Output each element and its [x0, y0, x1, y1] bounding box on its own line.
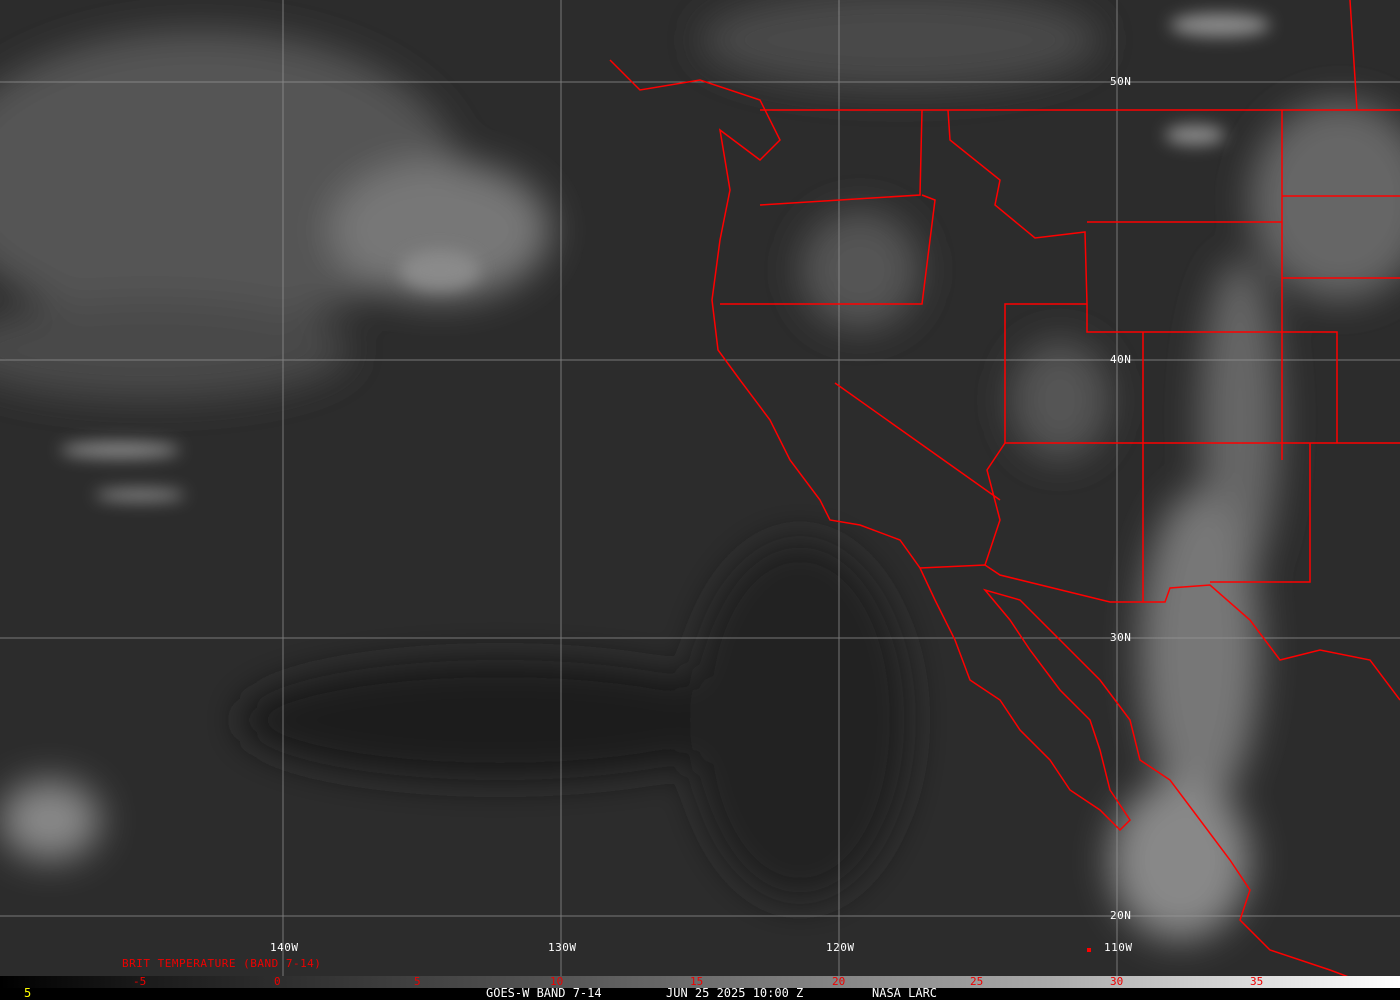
footer-bar: [0, 988, 1400, 1000]
colorbar-tick: 0: [274, 975, 281, 988]
lon-label: 130W: [548, 941, 577, 954]
corner-label: 5: [24, 986, 32, 1000]
colorbar-tick: 15: [690, 975, 704, 988]
colorbar-tick: 25: [970, 975, 984, 988]
boundaries: [609, 0, 1400, 976]
colorbar: [0, 976, 1400, 988]
graticule: [0, 0, 1400, 976]
lat-label: 20N: [1110, 909, 1132, 922]
colorbar-tick: -5: [133, 975, 147, 988]
map-canvas: [0, 0, 1400, 976]
source-label: NASA LARC: [872, 986, 938, 1000]
state-lines: [720, 0, 1400, 602]
satellite-label: GOES-W BAND 7-14: [486, 986, 602, 1000]
cloud-streaks: [60, 13, 1270, 501]
us-mexico-border: [919, 564, 1400, 701]
lon-label: 120W: [826, 941, 855, 954]
colorbar-tick: 10: [550, 975, 564, 988]
colorbar-tick: 20: [832, 975, 846, 988]
colorbar-tick: 35: [1250, 975, 1264, 988]
red-marker: [1087, 948, 1091, 952]
lon-label: 110W: [1104, 941, 1133, 954]
cloud-layer: [0, 0, 1400, 940]
colorbar-title: BRIT TEMPERATURE (BAND 7-14): [122, 957, 322, 970]
lat-label: 30N: [1110, 631, 1132, 644]
lat-label: 40N: [1110, 353, 1132, 366]
datetime-label: JUN 25 2025 10:00 Z: [666, 986, 804, 1000]
colorbar-tick: 5: [414, 975, 421, 988]
colorbar-tick: 30: [1110, 975, 1124, 988]
pacific-coastline: [609, 59, 1349, 976]
lat-label: 50N: [1110, 75, 1132, 88]
lon-label: 140W: [270, 941, 299, 954]
